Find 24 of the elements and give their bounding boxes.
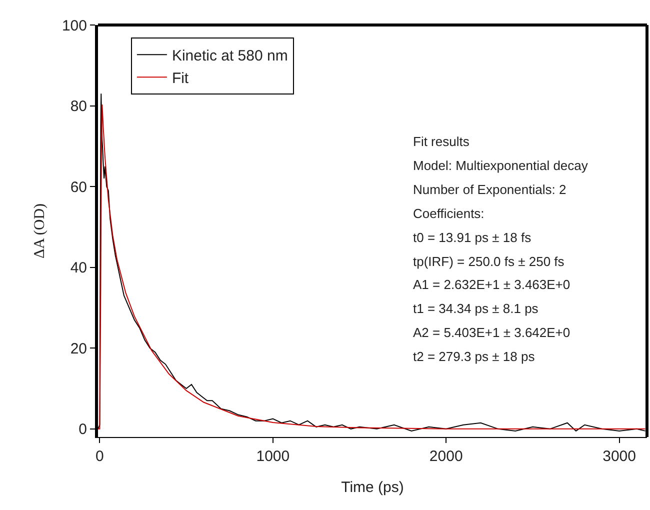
annotation: Coefficients: [413,206,484,221]
y-tick-label: 60 [70,178,87,196]
annotation: tp(IRF) = 250.0 fs ± 250 fs [413,254,565,269]
y-axis-title: ΔA (OD) [32,203,48,259]
annotation: Fit results [413,134,470,149]
x-tick-label: 3000 [602,448,636,465]
annotation: t2 = 279.3 ps ± 18 ps [413,349,536,364]
annotation: A1 = 2.632E+1 ± 3.463E+0 [413,277,570,292]
annotation: t1 = 34.34 ps ± 8.1 ps [413,301,539,316]
y-tick-label: 20 [70,340,87,358]
y-tick-label: 100 [62,17,87,34]
x-tick-label: 2000 [429,448,463,465]
legend-label: Fit [172,70,190,87]
annotation: Number of Exponentials: 2 [413,182,566,197]
y-tick-label: 40 [70,260,87,277]
x-tick-label: 0 [96,448,104,465]
annotation: t0 = 13.91 ps ± 18 fs [413,230,532,245]
x-tick-label: 1000 [256,448,290,465]
annotation: A2 = 5.403E+1 ± 3.642E+0 [413,325,570,340]
annotation: Model: Multiexponential decay [413,158,588,173]
y-tick-label: 0 [78,421,87,438]
y-tick-label: 80 [70,98,87,116]
legend-label: Kinetic at 580 nm [172,47,288,64]
x-axis-title: Time (ps) [341,479,404,496]
